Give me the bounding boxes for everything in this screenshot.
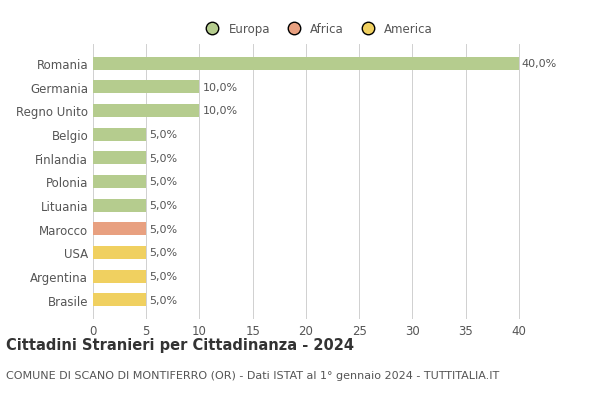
Text: 5,0%: 5,0% bbox=[149, 248, 178, 258]
Text: 5,0%: 5,0% bbox=[149, 130, 178, 140]
Bar bbox=[93, 294, 146, 307]
Text: 10,0%: 10,0% bbox=[203, 106, 238, 116]
Bar bbox=[93, 246, 146, 259]
Text: 5,0%: 5,0% bbox=[149, 295, 178, 305]
Bar bbox=[93, 199, 146, 212]
Text: COMUNE DI SCANO DI MONTIFERRO (OR) - Dati ISTAT al 1° gennaio 2024 - TUTTITALIA.: COMUNE DI SCANO DI MONTIFERRO (OR) - Dat… bbox=[6, 370, 499, 380]
Text: 5,0%: 5,0% bbox=[149, 153, 178, 163]
Text: 5,0%: 5,0% bbox=[149, 272, 178, 281]
Bar bbox=[93, 81, 199, 94]
Bar bbox=[93, 223, 146, 236]
Text: 5,0%: 5,0% bbox=[149, 177, 178, 187]
Text: 5,0%: 5,0% bbox=[149, 224, 178, 234]
Bar bbox=[93, 105, 199, 118]
Bar bbox=[93, 152, 146, 165]
Legend: Europa, Africa, America: Europa, Africa, America bbox=[196, 18, 437, 40]
Text: 40,0%: 40,0% bbox=[522, 59, 557, 69]
Bar bbox=[93, 270, 146, 283]
Text: 5,0%: 5,0% bbox=[149, 201, 178, 211]
Bar bbox=[93, 128, 146, 141]
Text: Cittadini Stranieri per Cittadinanza - 2024: Cittadini Stranieri per Cittadinanza - 2… bbox=[6, 337, 354, 353]
Bar bbox=[93, 175, 146, 189]
Text: 10,0%: 10,0% bbox=[203, 83, 238, 92]
Bar bbox=[93, 57, 519, 70]
